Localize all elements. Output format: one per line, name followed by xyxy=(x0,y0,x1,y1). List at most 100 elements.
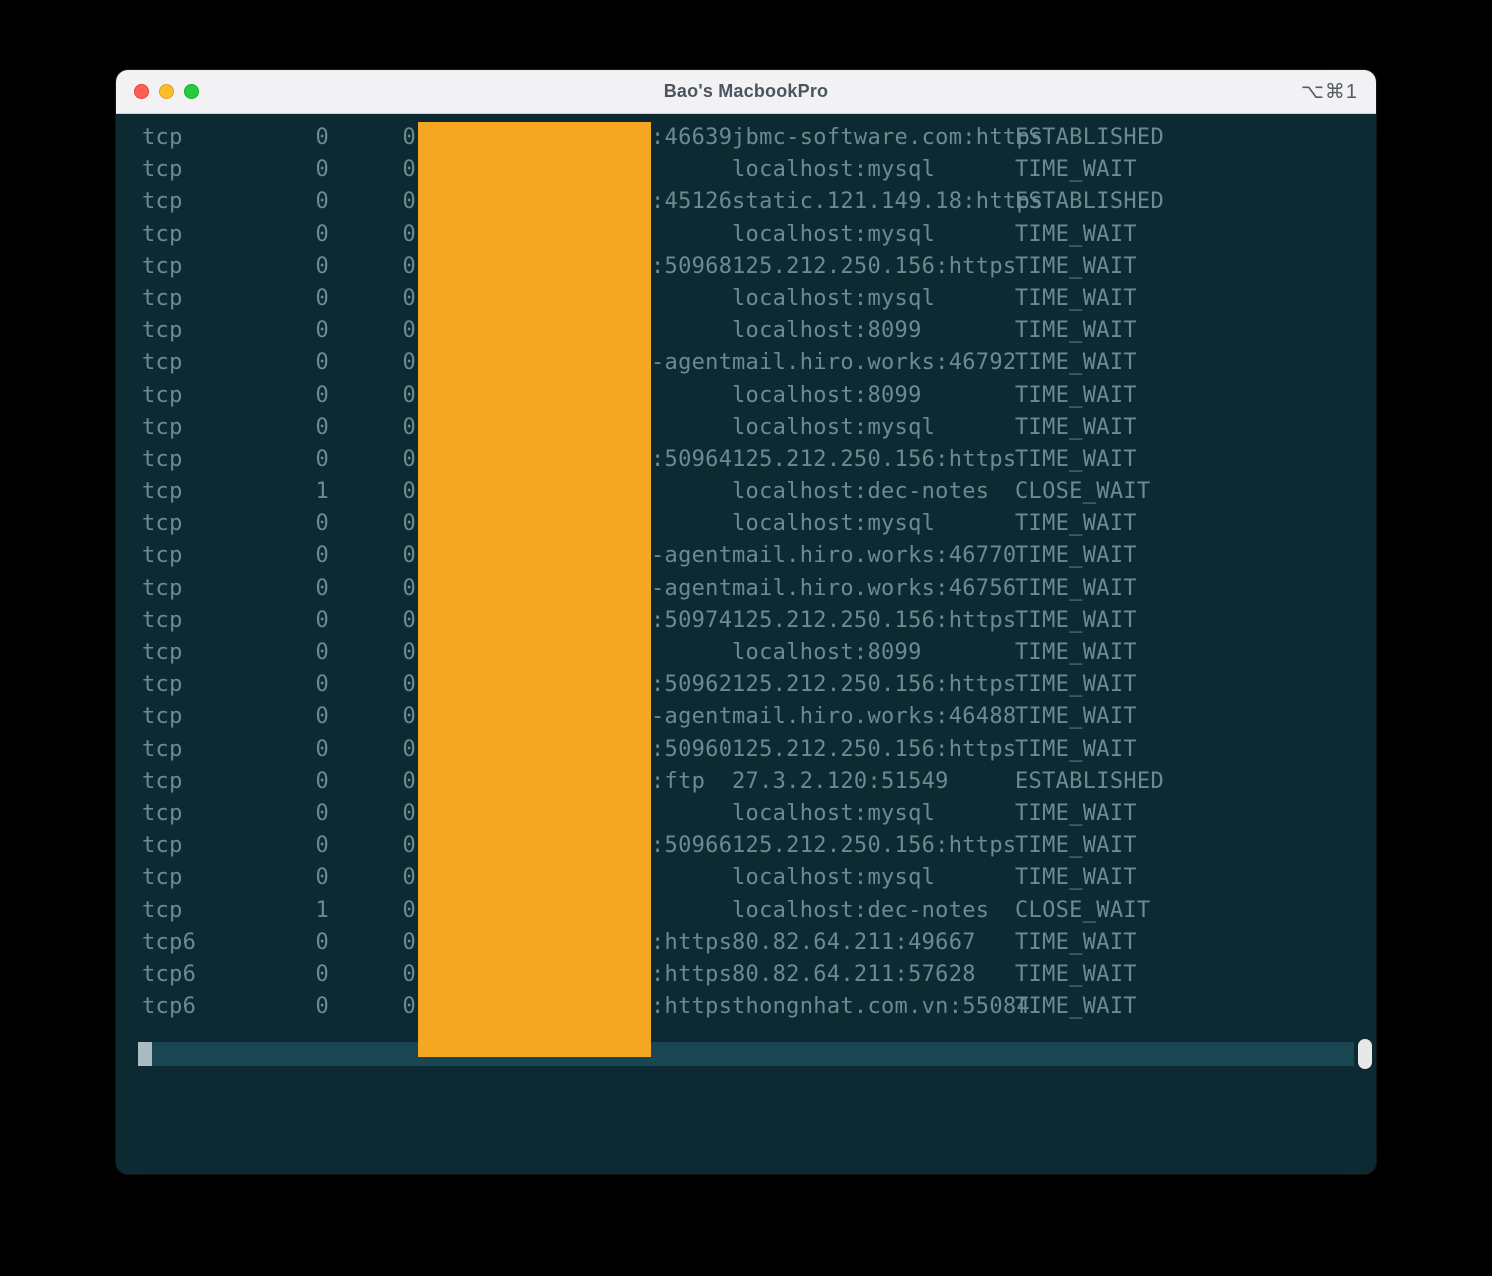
remote-cell: mail.hiro.works:46488 xyxy=(732,701,1016,733)
recvq-cell: 0 xyxy=(289,991,329,1023)
remote-cell: 125.212.250.156:https xyxy=(732,734,1016,766)
state-cell: ESTABLISHED xyxy=(1015,186,1164,218)
remote-cell: localhost:8099 xyxy=(732,380,922,412)
proto-cell: tcp xyxy=(142,122,183,154)
netstat-row: tcp600:https80.82.64.211:49667TIME_WAIT xyxy=(116,927,1376,959)
proto-cell: tcp xyxy=(142,862,183,894)
state-cell: TIME_WAIT xyxy=(1015,701,1137,733)
local-suffix-cell: -agent xyxy=(651,573,732,605)
recvq-cell: 0 xyxy=(289,734,329,766)
netstat-row: tcp00localhost:8099TIME_WAIT xyxy=(116,637,1376,669)
state-cell: ESTABLISHED xyxy=(1015,122,1164,154)
traffic-lights xyxy=(134,84,199,99)
proto-cell: tcp xyxy=(142,283,183,315)
netstat-row: tcp00-agentmail.hiro.works:46770TIME_WAI… xyxy=(116,540,1376,572)
recvq-cell: 0 xyxy=(289,830,329,862)
minimize-button[interactable] xyxy=(159,84,174,99)
netstat-row: tcp10localhost:dec-notesCLOSE_WAIT xyxy=(116,476,1376,508)
sendq-cell: 0 xyxy=(376,540,416,572)
recvq-cell: 0 xyxy=(289,669,329,701)
netstat-row: tcp00:50968125.212.250.156:httpsTIME_WAI… xyxy=(116,251,1376,283)
recvq-cell: 0 xyxy=(289,766,329,798)
netstat-row: tcp600:https80.82.64.211:57628TIME_WAIT xyxy=(116,959,1376,991)
proto-cell: tcp xyxy=(142,154,183,186)
proto-cell: tcp xyxy=(142,508,183,540)
netstat-row: tcp00:ftp27.3.2.120:51549ESTABLISHED xyxy=(116,766,1376,798)
remote-cell: localhost:mysql xyxy=(732,283,935,315)
state-cell: TIME_WAIT xyxy=(1015,444,1137,476)
remote-cell: 80.82.64.211:49667 xyxy=(732,927,976,959)
sendq-cell: 0 xyxy=(376,251,416,283)
local-suffix-cell: :50966 xyxy=(651,830,732,862)
terminal-input-line[interactable] xyxy=(138,1042,1354,1066)
remote-cell: 125.212.250.156:https xyxy=(732,830,1016,862)
netstat-row: tcp00localhost:mysqlTIME_WAIT xyxy=(116,283,1376,315)
netstat-row: tcp00localhost:mysqlTIME_WAIT xyxy=(116,412,1376,444)
state-cell: TIME_WAIT xyxy=(1015,637,1137,669)
state-cell: TIME_WAIT xyxy=(1015,734,1137,766)
recvq-cell: 0 xyxy=(289,444,329,476)
sendq-cell: 0 xyxy=(376,122,416,154)
local-suffix-cell: :45126 xyxy=(651,186,732,218)
sendq-cell: 0 xyxy=(376,154,416,186)
remote-cell: 80.82.64.211:57628 xyxy=(732,959,976,991)
terminal-body[interactable]: tcp00:46639jbmc-software.com:httpsESTABL… xyxy=(116,114,1376,1174)
local-suffix-cell: :50964 xyxy=(651,444,732,476)
remote-cell: mail.hiro.works:46756 xyxy=(732,573,1016,605)
recvq-cell: 1 xyxy=(289,476,329,508)
remote-cell: localhost:mysql xyxy=(732,219,935,251)
sendq-cell: 0 xyxy=(376,991,416,1023)
state-cell: CLOSE_WAIT xyxy=(1015,476,1150,508)
sendq-cell: 0 xyxy=(376,476,416,508)
recvq-cell: 0 xyxy=(289,219,329,251)
netstat-row: tcp00:50974125.212.250.156:httpsTIME_WAI… xyxy=(116,605,1376,637)
recvq-cell: 1 xyxy=(289,895,329,927)
proto-cell: tcp xyxy=(142,798,183,830)
proto-cell: tcp xyxy=(142,895,183,927)
remote-cell: localhost:mysql xyxy=(732,862,935,894)
netstat-row: tcp00-agentmail.hiro.works:46792TIME_WAI… xyxy=(116,347,1376,379)
remote-cell: static.121.149.18:https xyxy=(732,186,1044,218)
scrollbar-thumb[interactable] xyxy=(1358,1039,1372,1069)
proto-cell: tcp xyxy=(142,573,183,605)
recvq-cell: 0 xyxy=(289,798,329,830)
netstat-row: tcp00-agentmail.hiro.works:46756TIME_WAI… xyxy=(116,573,1376,605)
netstat-row: tcp00localhost:8099TIME_WAIT xyxy=(116,315,1376,347)
remote-cell: 125.212.250.156:https xyxy=(732,251,1016,283)
sendq-cell: 0 xyxy=(376,219,416,251)
sendq-cell: 0 xyxy=(376,959,416,991)
proto-cell: tcp xyxy=(142,347,183,379)
netstat-row: tcp00:45126static.121.149.18:httpsESTABL… xyxy=(116,186,1376,218)
proto-cell: tcp xyxy=(142,637,183,669)
state-cell: TIME_WAIT xyxy=(1015,283,1137,315)
netstat-row: tcp00:50960125.212.250.156:httpsTIME_WAI… xyxy=(116,734,1376,766)
state-cell: TIME_WAIT xyxy=(1015,798,1137,830)
state-cell: TIME_WAIT xyxy=(1015,669,1137,701)
state-cell: TIME_WAIT xyxy=(1015,347,1137,379)
local-suffix-cell: :https xyxy=(651,959,732,991)
remote-cell: 125.212.250.156:https xyxy=(732,444,1016,476)
netstat-row: tcp600:httpsthongnhat.com.vn:55084TIME_W… xyxy=(116,991,1376,1023)
window-shortcut: ⌥⌘1 xyxy=(1301,79,1358,104)
maximize-button[interactable] xyxy=(184,84,199,99)
netstat-row: tcp00localhost:mysqlTIME_WAIT xyxy=(116,508,1376,540)
remote-cell: 27.3.2.120:51549 xyxy=(732,766,949,798)
recvq-cell: 0 xyxy=(289,122,329,154)
local-suffix-cell: :https xyxy=(651,927,732,959)
proto-cell: tcp xyxy=(142,476,183,508)
local-suffix-cell: :50960 xyxy=(651,734,732,766)
state-cell: TIME_WAIT xyxy=(1015,573,1137,605)
sendq-cell: 0 xyxy=(376,412,416,444)
netstat-row: tcp00:46639jbmc-software.com:httpsESTABL… xyxy=(116,122,1376,154)
local-suffix-cell: :50962 xyxy=(651,669,732,701)
proto-cell: tcp xyxy=(142,766,183,798)
close-button[interactable] xyxy=(134,84,149,99)
recvq-cell: 0 xyxy=(289,862,329,894)
remote-cell: localhost:mysql xyxy=(732,154,935,186)
titlebar[interactable]: Bao's MacbookPro ⌥⌘1 xyxy=(116,70,1376,114)
proto-cell: tcp xyxy=(142,251,183,283)
sendq-cell: 0 xyxy=(376,766,416,798)
netstat-row: tcp00localhost:mysqlTIME_WAIT xyxy=(116,862,1376,894)
terminal-window: Bao's MacbookPro ⌥⌘1 tcp00:46639jbmc-sof… xyxy=(116,70,1376,1174)
sendq-cell: 0 xyxy=(376,444,416,476)
